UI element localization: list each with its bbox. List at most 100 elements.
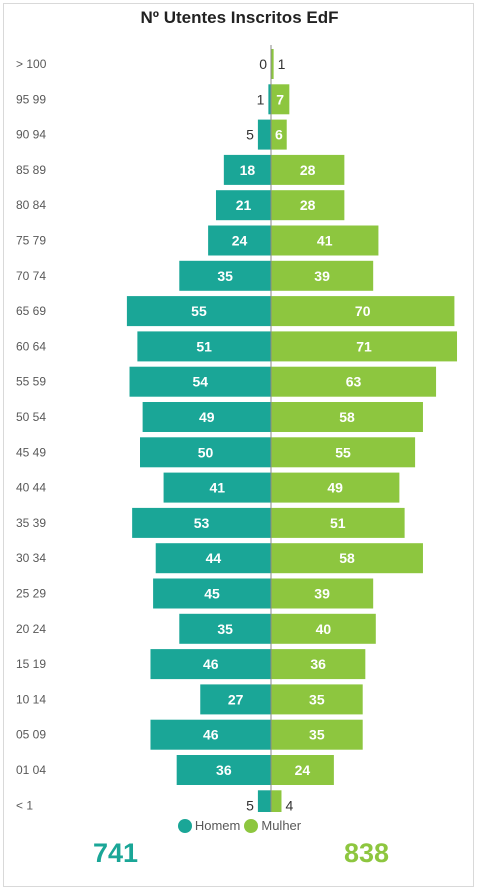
male-bar[interactable] <box>257 790 271 812</box>
female-value-label: 36 <box>310 656 326 672</box>
male-dot-icon <box>177 818 192 833</box>
age-group-label: 75 79 <box>16 234 46 248</box>
female-bar[interactable] <box>271 296 455 327</box>
age-group-label: 95 99 <box>16 92 46 106</box>
age-group-label: 01 04 <box>16 763 46 777</box>
male-bar[interactable] <box>257 119 271 150</box>
female-value-label: 39 <box>314 268 330 284</box>
female-value-label: 35 <box>309 727 325 743</box>
male-bar[interactable] <box>150 649 271 680</box>
male-bar[interactable] <box>179 613 271 644</box>
female-value-label: 7 <box>276 91 284 107</box>
female-bar[interactable] <box>271 649 366 680</box>
male-value-label: 21 <box>236 197 252 213</box>
male-value-label: 54 <box>192 374 208 390</box>
male-value-label: 1 <box>257 91 265 107</box>
age-group-label: 40 44 <box>16 481 46 495</box>
male-value-label: 46 <box>203 656 219 672</box>
female-bar[interactable] <box>271 578 374 609</box>
female-bar[interactable] <box>271 684 363 715</box>
legend-label-male: Homem <box>194 818 241 833</box>
female-bar[interactable] <box>271 119 287 150</box>
age-group-label: 20 24 <box>16 622 46 636</box>
female-bar[interactable] <box>271 719 363 750</box>
male-value-label: 50 <box>198 444 214 460</box>
female-bar[interactable] <box>271 225 379 256</box>
male-bar[interactable] <box>268 84 271 115</box>
male-bar[interactable] <box>200 684 271 715</box>
female-value-label: 28 <box>300 197 316 213</box>
total-female: 838 <box>344 838 390 868</box>
female-bar[interactable] <box>271 472 400 503</box>
female-bar[interactable] <box>271 507 405 538</box>
female-bar[interactable] <box>271 154 345 185</box>
female-value-label: 51 <box>330 515 346 531</box>
male-value-label: 35 <box>217 268 233 284</box>
male-bar[interactable] <box>223 154 271 185</box>
female-bar[interactable] <box>271 190 345 221</box>
male-value-label: 0 <box>259 56 267 72</box>
chart-legend: Homem Mulher <box>0 818 479 833</box>
age-group-label: 65 69 <box>16 304 46 318</box>
female-bar[interactable] <box>271 613 376 644</box>
male-value-label: 5 <box>246 797 254 812</box>
female-bar[interactable] <box>271 49 274 79</box>
male-value-label: 36 <box>216 762 232 778</box>
male-value-label: 45 <box>204 586 220 602</box>
chart-frame <box>3 3 474 887</box>
female-bar[interactable] <box>271 755 334 785</box>
male-bar[interactable] <box>126 296 272 327</box>
female-value-label: 63 <box>346 374 362 390</box>
male-bar[interactable] <box>140 437 271 468</box>
female-bar[interactable] <box>271 437 416 468</box>
female-bar[interactable] <box>271 260 374 291</box>
female-bar[interactable] <box>271 543 423 574</box>
male-bar[interactable] <box>155 543 271 574</box>
legend-item-female[interactable]: Mulher <box>244 818 301 833</box>
male-value-label: 46 <box>203 727 219 743</box>
age-group-label: 90 94 <box>16 128 46 142</box>
age-group-label: 80 84 <box>16 198 46 212</box>
female-value-label: 58 <box>339 409 355 425</box>
female-value-label: 49 <box>327 480 343 496</box>
female-bar[interactable] <box>271 331 458 362</box>
male-bar[interactable] <box>179 260 271 291</box>
female-value-label: 70 <box>355 303 371 319</box>
female-value-label: 1 <box>278 56 286 72</box>
female-value-label: 39 <box>314 586 330 602</box>
male-bar[interactable] <box>215 190 271 221</box>
age-group-label: 10 14 <box>16 692 46 706</box>
age-group-label: > 100 <box>16 57 47 71</box>
male-value-label: 49 <box>199 409 215 425</box>
age-group-label: 35 39 <box>16 516 46 530</box>
female-value-label: 4 <box>285 797 293 812</box>
male-bar[interactable] <box>176 755 271 785</box>
female-bar[interactable] <box>271 790 282 812</box>
legend-item-male[interactable]: Homem <box>177 818 241 833</box>
male-bar[interactable] <box>150 719 271 750</box>
male-bar[interactable] <box>153 578 271 609</box>
male-bar[interactable] <box>208 225 271 256</box>
male-bar[interactable] <box>142 402 271 432</box>
female-value-label: 40 <box>316 621 332 637</box>
female-value-label: 55 <box>335 444 351 460</box>
male-bar[interactable] <box>132 507 271 538</box>
male-bar[interactable] <box>163 472 271 503</box>
male-bar[interactable] <box>129 366 271 397</box>
female-bar[interactable] <box>271 366 437 397</box>
age-group-label: 70 74 <box>16 269 46 283</box>
age-group-label: 05 09 <box>16 728 46 742</box>
male-value-label: 27 <box>228 691 244 707</box>
male-value-label: 35 <box>217 621 233 637</box>
legend-label-female: Mulher <box>261 818 302 833</box>
female-value-label: 28 <box>300 162 316 178</box>
male-value-label: 55 <box>191 303 207 319</box>
age-group-label: 50 54 <box>16 410 46 424</box>
male-bar[interactable] <box>137 331 271 362</box>
female-bar[interactable] <box>271 84 290 115</box>
female-value-label: 35 <box>309 691 325 707</box>
female-bar[interactable] <box>271 402 423 432</box>
male-value-label: 44 <box>206 550 222 566</box>
total-male: 741 <box>93 838 139 868</box>
